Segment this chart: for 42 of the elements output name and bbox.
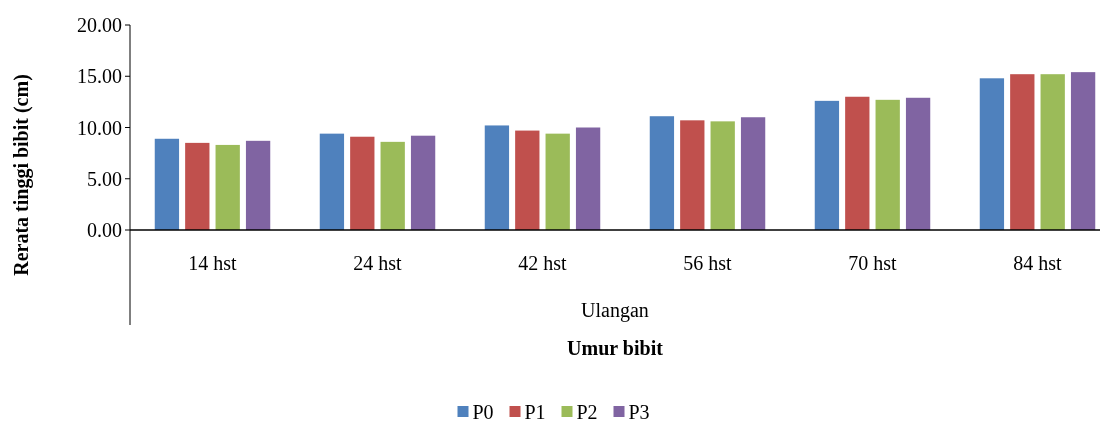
bar: [740, 117, 766, 230]
x-tick-label: 84 hst: [1013, 252, 1063, 274]
bar: [1040, 74, 1065, 230]
legend-label: P2: [576, 401, 598, 423]
x-tick-label: 56 hst: [683, 252, 733, 274]
x-tick-label: 70 hst: [848, 252, 898, 274]
y-tick-label: 20.00: [77, 14, 122, 36]
bar: [484, 125, 510, 230]
bar: [245, 140, 271, 230]
bar: [154, 138, 180, 230]
bar: [1010, 74, 1035, 230]
bar: [875, 99, 900, 230]
bar: [905, 97, 931, 230]
text: Ulangan: [581, 299, 649, 322]
bar: [814, 100, 840, 230]
bar: [575, 127, 601, 230]
bar: [410, 135, 436, 230]
bar: [515, 130, 540, 230]
bar: [350, 136, 375, 230]
bar: [215, 144, 240, 230]
y-tick-label: 15.00: [77, 65, 122, 88]
legend-label: P3: [628, 401, 650, 423]
legend-label: P0: [472, 401, 494, 423]
bar: [649, 116, 675, 230]
bar: [979, 78, 1005, 230]
y-axis-title: Rerata tinggi bibit (cm): [10, 74, 33, 276]
bar: [845, 96, 870, 230]
bar: [545, 133, 570, 230]
y-tick-label: 0.00: [87, 219, 122, 241]
bar: [680, 120, 705, 230]
y-tick-label: 10.00: [77, 116, 122, 139]
bar: [319, 133, 345, 230]
bar: [185, 142, 210, 230]
y-tick-label: 5.00: [87, 167, 122, 190]
bar: [710, 121, 735, 230]
x-tick-label: 42 hst: [518, 252, 568, 274]
x-tick-label: 24 hst: [353, 252, 403, 274]
legend-label: P1: [524, 401, 546, 423]
bar: [380, 141, 405, 230]
x-tick-label: 14 hst: [188, 252, 238, 274]
bar: [1070, 72, 1096, 230]
x-axis-title: Umur bibit: [567, 337, 664, 359]
